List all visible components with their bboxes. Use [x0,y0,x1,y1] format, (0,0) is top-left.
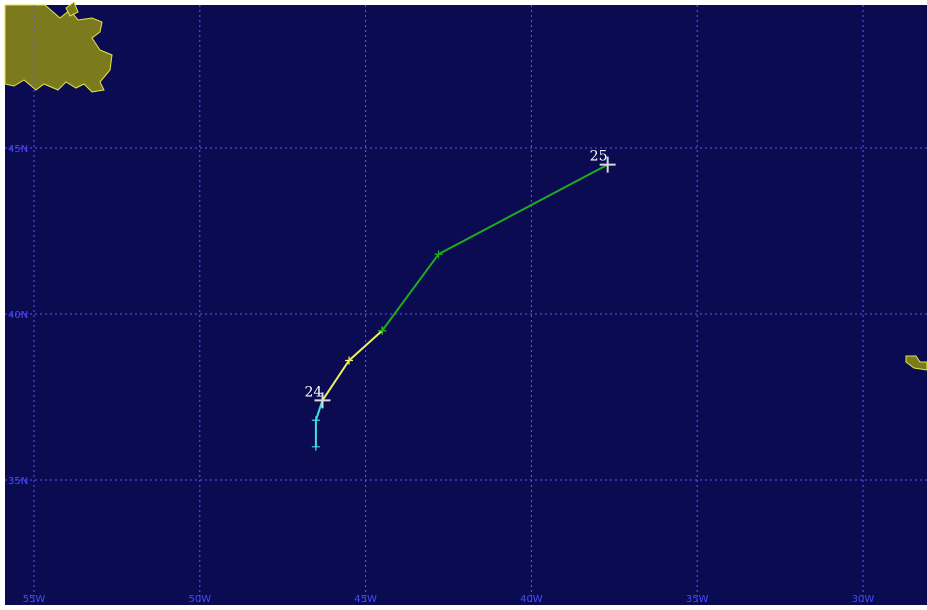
latitude-label-45N: 45N [8,144,28,155]
position-marker-0-0 [311,442,320,451]
day-label-25: 25 [590,149,608,165]
longitude-label-30W: 30W [852,594,875,605]
landmass-newfoundland [4,4,113,93]
longitude-label-50W: 50W [188,594,211,605]
track-day-labels: 24 25 [304,149,616,409]
grid-labels: 55W 50W 45W 40W 35W 30W 45N 40N 35N [8,144,874,605]
ocean-background [5,5,927,605]
day-position-cross-24 [314,392,331,409]
longitude-label-40W: 40W [520,594,543,605]
day-position-cross-25 [599,156,616,173]
day-label-24: 24 [304,384,322,400]
longitude-label-55W: 55W [23,594,46,605]
position-marker-1-1 [345,356,354,365]
position-marker-2-0 [378,326,387,335]
position-marker-0-1 [311,416,320,425]
longitude-label-35W: 35W [686,594,709,605]
landmass-azores-island [905,355,927,371]
landmasses [4,1,927,371]
position-marker-2-1 [434,250,443,259]
longitude-label-45W: 45W [354,594,377,605]
lat-lon-grid [5,5,927,605]
landmass-newfoundland-fragment [65,1,79,17]
latitude-label-40N: 40N [8,310,28,321]
latitude-label-35N: 35N [8,476,28,487]
